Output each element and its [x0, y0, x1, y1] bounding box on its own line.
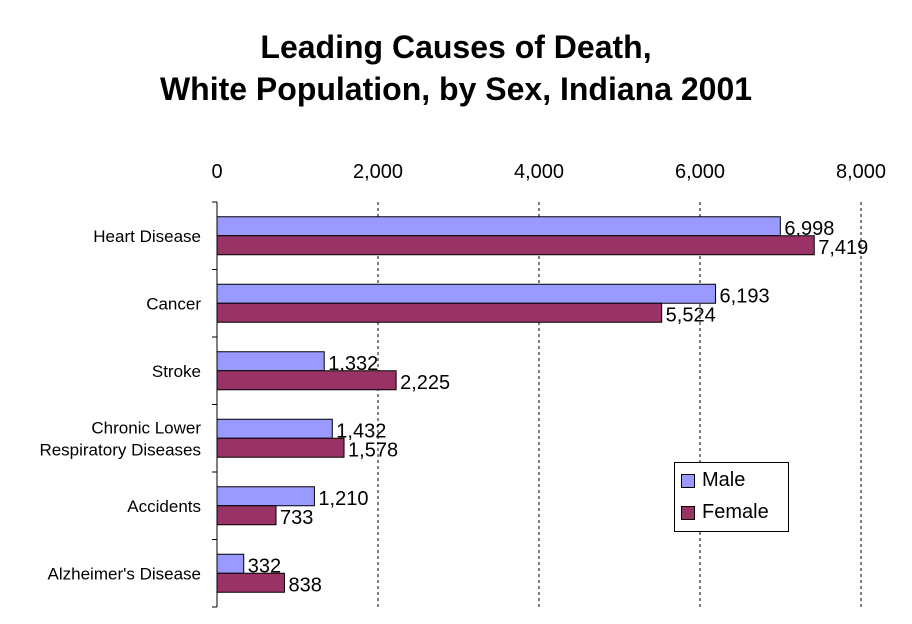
chart-title-line-2: White Population, by Sex, Indiana 2001: [159, 71, 753, 107]
data-label-female-0: 7,419: [818, 237, 868, 259]
data-label-male-0: 6,998: [784, 218, 834, 240]
category-label-2: Stroke: [152, 362, 201, 381]
bar-male-3: [216, 418, 333, 439]
x-tick-label-3: 6,000: [675, 161, 725, 183]
data-label-male-4: 1,210: [318, 488, 368, 510]
bar-female-5: [216, 572, 285, 593]
bar-male-1: [216, 283, 717, 304]
category-label-5: Alzheimer's Disease: [48, 564, 201, 583]
category-label-3-line-1: Respiratory Diseases: [39, 440, 201, 459]
bar-female-4: [216, 505, 277, 526]
legend-label-male: Male: [702, 469, 746, 491]
bar-male-4: [216, 486, 315, 507]
data-label-female-3: 1,578: [348, 439, 398, 461]
bar-female-1: [216, 302, 663, 323]
chart-title-line-1: Leading Causes of Death,: [260, 29, 652, 65]
data-label-female-1: 5,524: [666, 304, 716, 326]
bar-male-0: [216, 216, 781, 237]
bar-male-5: [216, 553, 245, 574]
x-tick-label-0: 0: [211, 161, 222, 183]
x-tick-label-1: 2,000: [353, 161, 403, 183]
legend: Male Female: [674, 462, 789, 532]
category-label-4: Accidents: [127, 497, 201, 516]
bar-male-2: [216, 351, 325, 372]
category-label-1: Cancer: [146, 294, 201, 313]
legend-item-female: Female: [681, 501, 769, 524]
data-label-male-3: 1,432: [336, 420, 386, 442]
chart-title: Leading Causes of Death, White Populatio…: [0, 26, 912, 110]
legend-label-female: Female: [702, 501, 769, 523]
data-label-male-5: 332: [248, 555, 281, 577]
x-tick-label-4: 8,000: [836, 161, 886, 183]
category-label-0: Heart Disease: [93, 227, 201, 246]
legend-swatch-male: [681, 473, 695, 488]
category-label-3-line-0: Chronic Lower: [91, 418, 201, 437]
bar-female-3: [216, 437, 345, 458]
data-label-male-1: 6,193: [720, 285, 770, 307]
legend-swatch-female: [681, 505, 695, 520]
data-label-female-5: 838: [288, 574, 321, 596]
data-label-female-2: 2,225: [400, 372, 450, 394]
legend-item-male: Male: [681, 469, 745, 492]
data-label-male-2: 1,332: [328, 353, 378, 375]
bar-female-0: [216, 235, 815, 256]
data-label-female-4: 733: [280, 507, 313, 529]
x-tick-label-2: 4,000: [514, 161, 564, 183]
bar-female-2: [216, 370, 397, 391]
